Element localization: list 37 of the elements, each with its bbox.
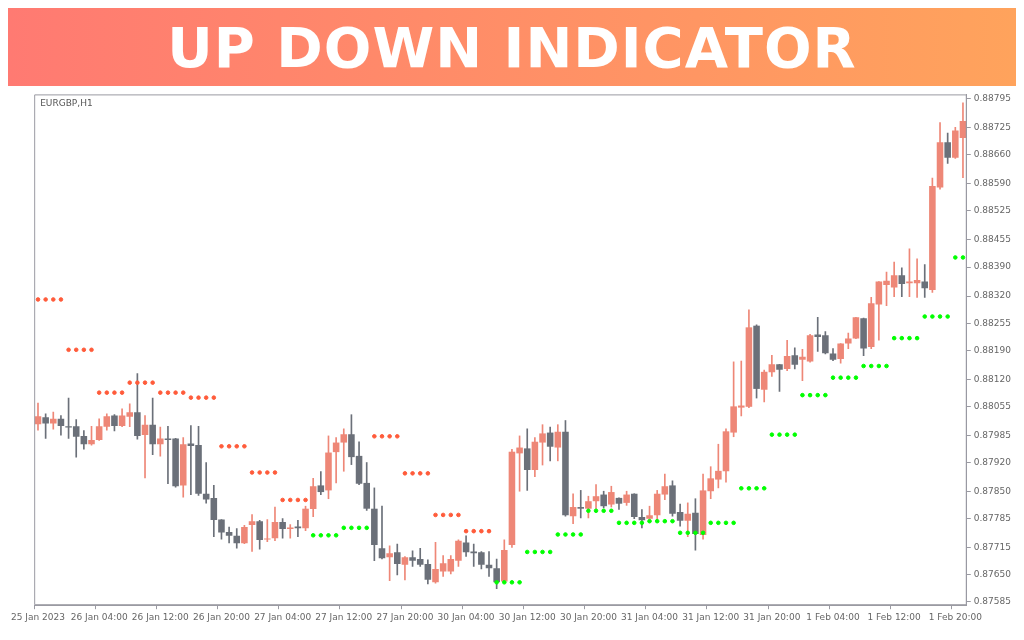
y-tick-label: 0.87920 bbox=[973, 456, 1012, 467]
y-tick-label: 0.87585 bbox=[973, 596, 1011, 607]
annotation: EURGBP,H1 bbox=[40, 98, 93, 109]
x-tick-label: 25 Jan 2023 bbox=[11, 611, 65, 622]
chart-title: UP DOWN INDICATOR bbox=[8, 8, 1016, 86]
y-tick-label: 0.88795 bbox=[973, 92, 1011, 103]
y-tick-label: 0.88725 bbox=[973, 122, 1011, 133]
x-tick-label: 1 Feb 12:00 bbox=[867, 611, 922, 622]
x-tick-label: 30 Jan 12:00 bbox=[498, 611, 556, 622]
y-tick-label: 0.87785 bbox=[973, 513, 1011, 524]
y-tick-label: 0.88320 bbox=[973, 290, 1012, 301]
x-tick-label: 31 Jan 12:00 bbox=[682, 611, 740, 622]
x-tick-label: 1 Feb 04:00 bbox=[806, 611, 860, 622]
y-tick-label: 0.87985 bbox=[973, 429, 1011, 440]
y-tick-label: 0.88055 bbox=[973, 400, 1011, 411]
y-tick-label: 0.87850 bbox=[973, 485, 1012, 496]
x-tick-label: 26 Jan 04:00 bbox=[70, 611, 128, 622]
x-tick-label: 30 Jan 20:00 bbox=[559, 611, 618, 622]
x-tick-label: 27 Jan 04:00 bbox=[254, 611, 312, 622]
y-tick-label: 0.88455 bbox=[973, 234, 1011, 245]
x-tick-label: 1 Feb 20:00 bbox=[928, 611, 983, 622]
y-tick-label: 0.88390 bbox=[973, 261, 1012, 272]
y-tick-label: 0.88120 bbox=[973, 373, 1012, 384]
x-tick-label: 30 Jan 04:00 bbox=[437, 611, 495, 622]
y-tick-label: 0.88660 bbox=[973, 149, 1012, 160]
x-tick-label: 31 Jan 04:00 bbox=[621, 611, 679, 622]
y-tick-label: 0.88525 bbox=[973, 205, 1011, 216]
x-tick-label: 26 Jan 12:00 bbox=[131, 611, 190, 622]
y-tick-label: 0.88190 bbox=[973, 344, 1012, 355]
y-tick-label: 0.87715 bbox=[973, 542, 1011, 553]
x-tick-label: 31 Jan 20:00 bbox=[743, 611, 801, 622]
x-tick-label: 27 Jan 12:00 bbox=[315, 611, 373, 622]
x-tick-label: 27 Jan 20:00 bbox=[376, 611, 434, 622]
y-tick-label: 0.88590 bbox=[973, 178, 1012, 189]
y-tick-label: 0.88255 bbox=[973, 317, 1011, 328]
x-tick-label: 26 Jan 20:00 bbox=[192, 611, 251, 622]
y-tick-label: 0.87650 bbox=[973, 569, 1012, 580]
